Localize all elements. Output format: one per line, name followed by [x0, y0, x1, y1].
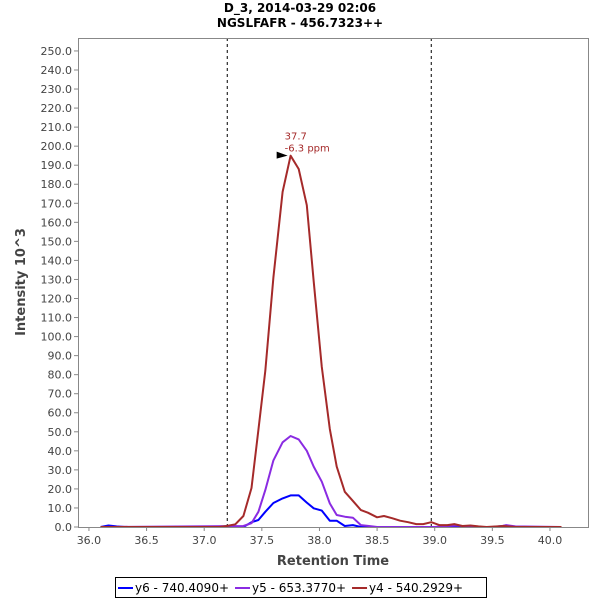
- y-tick-label: 10.0: [48, 502, 73, 515]
- y-tick-label: 140.0: [41, 254, 73, 267]
- x-tick-label: 40.0: [538, 534, 563, 547]
- peak-marker-icon: [276, 151, 288, 159]
- y-axis-label: Intensity 10^3: [14, 228, 29, 336]
- y-tick-label: 110.0: [41, 312, 73, 325]
- x-tick-label: 37.5: [250, 534, 275, 547]
- x-tick-label: 39.0: [422, 534, 447, 547]
- y-tick-label: 170.0: [41, 197, 73, 210]
- legend-entry: y4 - 540.2929+: [369, 581, 463, 595]
- y-tick-label: 30.0: [48, 464, 73, 477]
- y-tick-label: 100.0: [41, 331, 73, 344]
- x-tick-label: 39.5: [480, 534, 505, 547]
- y-tick-label: 230.0: [41, 83, 73, 96]
- y-tick-label: 200.0: [41, 140, 73, 153]
- y-tick-label: 60.0: [48, 407, 73, 420]
- y-tick-label: 190.0: [41, 159, 73, 172]
- y-tick-label: 210.0: [41, 121, 73, 134]
- y-tick-label: 120.0: [41, 292, 73, 305]
- series-line-y4: [100, 154, 562, 528]
- y-tick-label: 220.0: [41, 102, 73, 115]
- legend-box: [115, 577, 487, 598]
- plot-border: [78, 38, 589, 528]
- y-tick-label: 250.0: [41, 45, 73, 58]
- y-tick-label: 90.0: [48, 350, 73, 363]
- y-tick-label: 160.0: [41, 216, 73, 229]
- x-tick-label: 38.5: [365, 534, 390, 547]
- series-line-y5: [100, 435, 562, 528]
- x-tick-label: 36.0: [77, 534, 102, 547]
- y-tick-label: 50.0: [48, 426, 73, 439]
- y-tick-label: 240.0: [41, 64, 73, 77]
- x-axis-label: Retention Time: [277, 554, 389, 569]
- y-tick-label: 70.0: [48, 388, 73, 401]
- chart-title: D_3, 2014-03-29 02:06: [224, 1, 376, 16]
- y-tick-label: 150.0: [41, 235, 73, 248]
- x-tick-label: 36.5: [134, 534, 159, 547]
- chart-subtitle: NGSLFAFR - 456.7323++: [217, 16, 383, 30]
- y-tick-label: 130.0: [41, 273, 73, 286]
- y-tick-label: 0.0: [55, 521, 73, 534]
- annotation-rt: 37.7: [285, 132, 307, 143]
- y-tick-label: 20.0: [48, 483, 73, 496]
- y-tick-label: 40.0: [48, 445, 73, 458]
- legend-entry: y5 - 653.3770+: [252, 581, 346, 595]
- legend-entry: y6 - 740.4090+: [135, 581, 229, 595]
- series-line-y6: [100, 494, 562, 528]
- y-tick-label: 180.0: [41, 178, 73, 191]
- y-tick-label: 80.0: [48, 369, 73, 382]
- x-tick-label: 37.0: [192, 534, 217, 547]
- x-tick-label: 38.0: [307, 534, 332, 547]
- annotation-ppm: -6.3 ppm: [285, 144, 330, 155]
